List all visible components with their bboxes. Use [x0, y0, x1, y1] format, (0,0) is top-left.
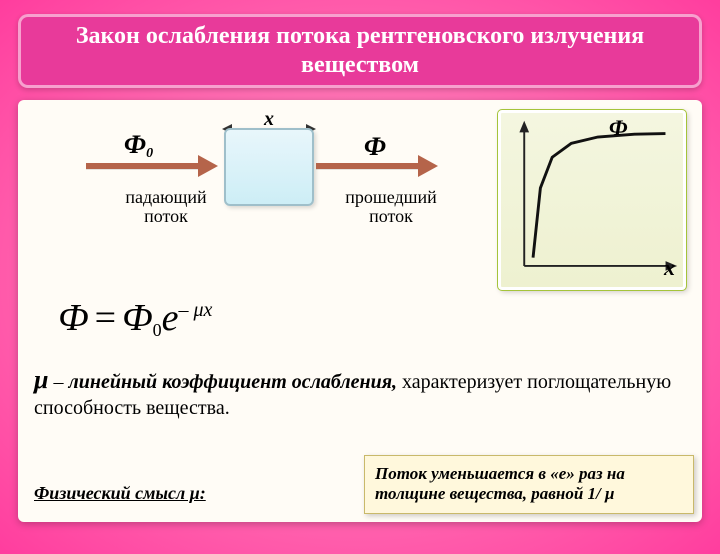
decay-graph-svg — [501, 113, 683, 287]
phi-label: Ф — [364, 132, 386, 162]
physical-meaning-callout: Поток уменьшается в «е» раз на толщине в… — [364, 455, 694, 514]
physical-meaning-label: Физический смысл μ: — [34, 483, 206, 504]
diagram-row: x Ф0 Ф падающий поток прошедший поток Ф … — [34, 110, 686, 290]
graph-x-label: x — [664, 255, 675, 281]
phi-zero-sub: 0 — [146, 146, 153, 161]
formula-phi0-sub: 0 — [153, 320, 162, 340]
mu-definition: μ – линейный коэффициент ослабления, хар… — [34, 364, 686, 422]
equals-sign: = — [89, 297, 122, 339]
attenuation-formula: Ф=Ф0e– μx — [58, 296, 212, 341]
formula-lhs: Ф — [58, 297, 89, 339]
graph-y-label: Ф — [609, 115, 628, 141]
decay-graph: Ф x — [498, 110, 686, 290]
slide-header: Закон ослабления потока рентгеновского и… — [18, 14, 702, 88]
phi-zero-label: Ф0 — [124, 130, 153, 162]
formula-e: e — [162, 297, 179, 339]
formula-exponent: – μx — [178, 299, 212, 321]
incoming-flow-label: падающий поток — [106, 188, 226, 228]
content-panel: x Ф0 Ф падающий поток прошедший поток Ф … — [18, 100, 702, 522]
material-slab — [224, 128, 314, 206]
slide-title: Закон ослабления потока рентгеновского и… — [30, 22, 690, 80]
mu-term: линейный коэффициент ослабления, — [68, 371, 397, 393]
mu-symbol: μ — [34, 365, 48, 394]
mu-sep: – — [48, 371, 68, 393]
attenuation-diagram: x Ф0 Ф падающий поток прошедший поток — [34, 110, 484, 280]
outgoing-flow-label: прошедший поток — [326, 188, 456, 228]
formula-phi0: Ф — [122, 297, 153, 339]
phi-zero-symbol: Ф — [124, 130, 146, 159]
